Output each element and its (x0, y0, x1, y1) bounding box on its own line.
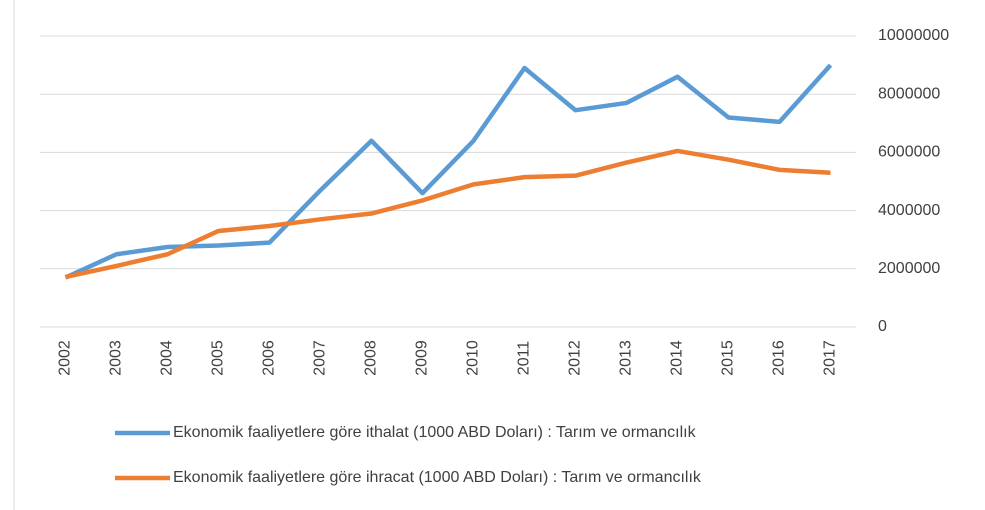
y-tick-label: 6000000 (878, 144, 940, 161)
x-tick-label: 2004 (159, 340, 176, 376)
x-tick-label: 2013 (618, 340, 635, 376)
x-tick-label: 2009 (414, 340, 431, 376)
x-tick-label: 2007 (312, 340, 329, 376)
y-tick-label: 0 (878, 318, 887, 335)
x-tick-label: 2014 (669, 340, 686, 376)
y-tick-label: 4000000 (878, 202, 940, 219)
y-tick-label: 10000000 (878, 27, 949, 44)
x-tick-label: 2008 (363, 340, 380, 376)
x-tick-label: 2005 (210, 340, 227, 376)
x-tick-label: 2006 (261, 340, 278, 376)
x-tick-label: 2015 (720, 340, 737, 376)
y-tick-label: 8000000 (878, 85, 940, 102)
x-tick-label: 2012 (567, 340, 584, 376)
x-tick-label: 2010 (465, 340, 482, 376)
chart-border (13, 0, 15, 510)
legend-label: Ekonomik faaliyetlere göre ihracat (1000… (173, 469, 702, 486)
series-line (64, 63, 833, 280)
x-tick-label: 2003 (108, 340, 125, 376)
y-tick-label: 2000000 (878, 260, 940, 277)
x-tick-label: 2016 (771, 340, 788, 376)
legend-label: Ekonomik faaliyetlere göre ithalat (1000… (173, 424, 697, 441)
x-tick-label: 2011 (516, 341, 533, 376)
series-line (65, 148, 831, 280)
x-tick-label: 2017 (822, 340, 839, 376)
x-tick-label: 2002 (57, 340, 74, 376)
